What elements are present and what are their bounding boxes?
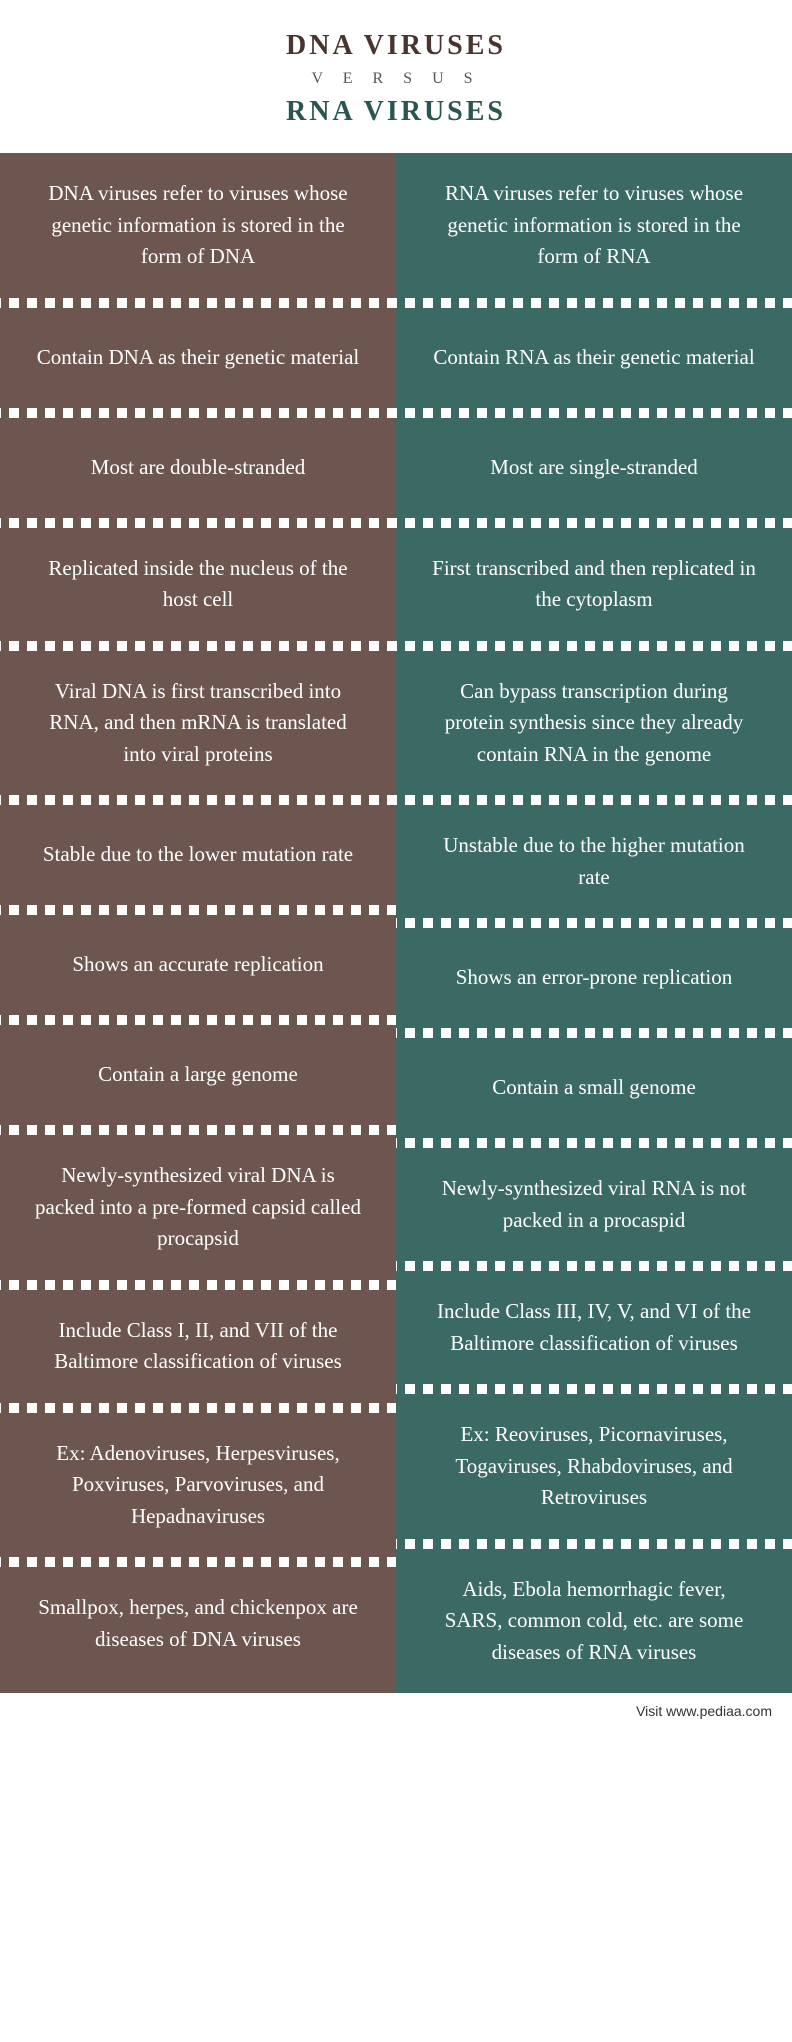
row-separator xyxy=(0,518,396,528)
comparison-cell-left: Contain DNA as their genetic material xyxy=(0,308,396,408)
row-separator xyxy=(396,641,792,651)
row-separator xyxy=(0,1125,396,1135)
comparison-cell-left: Viral DNA is first transcribed into RNA,… xyxy=(0,651,396,796)
row-separator xyxy=(396,795,792,805)
comparison-cell-right: RNA viruses refer to viruses whose genet… xyxy=(396,153,792,298)
comparison-cell-left: Newly-synthesized viral DNA is packed in… xyxy=(0,1135,396,1280)
row-separator xyxy=(396,518,792,528)
row-separator xyxy=(396,1138,792,1148)
header: DNA VIRUSES V E R S U S RNA VIRUSES xyxy=(0,0,792,153)
comparison-cell-left: Replicated inside the nucleus of the hos… xyxy=(0,528,396,641)
infographic-container: DNA VIRUSES V E R S U S RNA VIRUSES DNA … xyxy=(0,0,792,1729)
comparison-cell-right: First transcribed and then replicated in… xyxy=(396,528,792,641)
row-separator xyxy=(0,408,396,418)
comparison-cell-right: Ex: Reoviruses, Picornaviruses, Togaviru… xyxy=(396,1394,792,1539)
comparison-cell-left: Include Class I, II, and VII of the Balt… xyxy=(0,1290,396,1403)
column-rna: RNA viruses refer to viruses whose genet… xyxy=(396,153,792,1693)
row-separator xyxy=(0,298,396,308)
comparison-cell-right: Contain RNA as their genetic material xyxy=(396,308,792,408)
comparison-cell-right: Shows an error-prone replication xyxy=(396,928,792,1028)
footer: Visit www.pediaa.com xyxy=(0,1693,792,1729)
comparison-cell-left: DNA viruses refer to viruses whose genet… xyxy=(0,153,396,298)
row-separator xyxy=(396,918,792,928)
title-left: DNA VIRUSES xyxy=(20,30,772,62)
row-separator xyxy=(0,905,396,915)
row-separator xyxy=(0,1015,396,1025)
comparison-grid: DNA viruses refer to viruses whose genet… xyxy=(0,153,792,1693)
row-separator xyxy=(396,1539,792,1549)
comparison-cell-left: Contain a large genome xyxy=(0,1025,396,1125)
comparison-cell-left: Shows an accurate replication xyxy=(0,915,396,1015)
row-separator xyxy=(0,1403,396,1413)
title-right: RNA VIRUSES xyxy=(20,96,772,128)
versus-label: V E R S U S xyxy=(20,70,772,88)
footer-text: Visit www.pediaa.com xyxy=(636,1703,772,1719)
comparison-cell-left: Most are double-stranded xyxy=(0,418,396,518)
row-separator xyxy=(0,641,396,651)
row-separator xyxy=(396,1261,792,1271)
comparison-cell-right: Newly-synthesized viral RNA is not packe… xyxy=(396,1148,792,1261)
row-separator xyxy=(396,1384,792,1394)
row-separator xyxy=(396,408,792,418)
comparison-cell-left: Stable due to the lower mutation rate xyxy=(0,805,396,905)
comparison-cell-right: Can bypass transcription during protein … xyxy=(396,651,792,796)
row-separator xyxy=(396,1028,792,1038)
row-separator xyxy=(396,298,792,308)
comparison-cell-right: Contain a small genome xyxy=(396,1038,792,1138)
column-dna: DNA viruses refer to viruses whose genet… xyxy=(0,153,396,1693)
comparison-cell-left: Smallpox, herpes, and chickenpox are dis… xyxy=(0,1567,396,1680)
comparison-cell-right: Aids, Ebola hemorrhagic fever, SARS, com… xyxy=(396,1549,792,1694)
comparison-cell-right: Most are single-stranded xyxy=(396,418,792,518)
comparison-cell-left: Ex: Adenoviruses, Herpesviruses, Poxviru… xyxy=(0,1413,396,1558)
comparison-cell-right: Include Class III, IV, V, and VI of the … xyxy=(396,1271,792,1384)
comparison-cell-right: Unstable due to the higher mutation rate xyxy=(396,805,792,918)
row-separator xyxy=(0,1557,396,1567)
row-separator xyxy=(0,1280,396,1290)
row-separator xyxy=(0,795,396,805)
